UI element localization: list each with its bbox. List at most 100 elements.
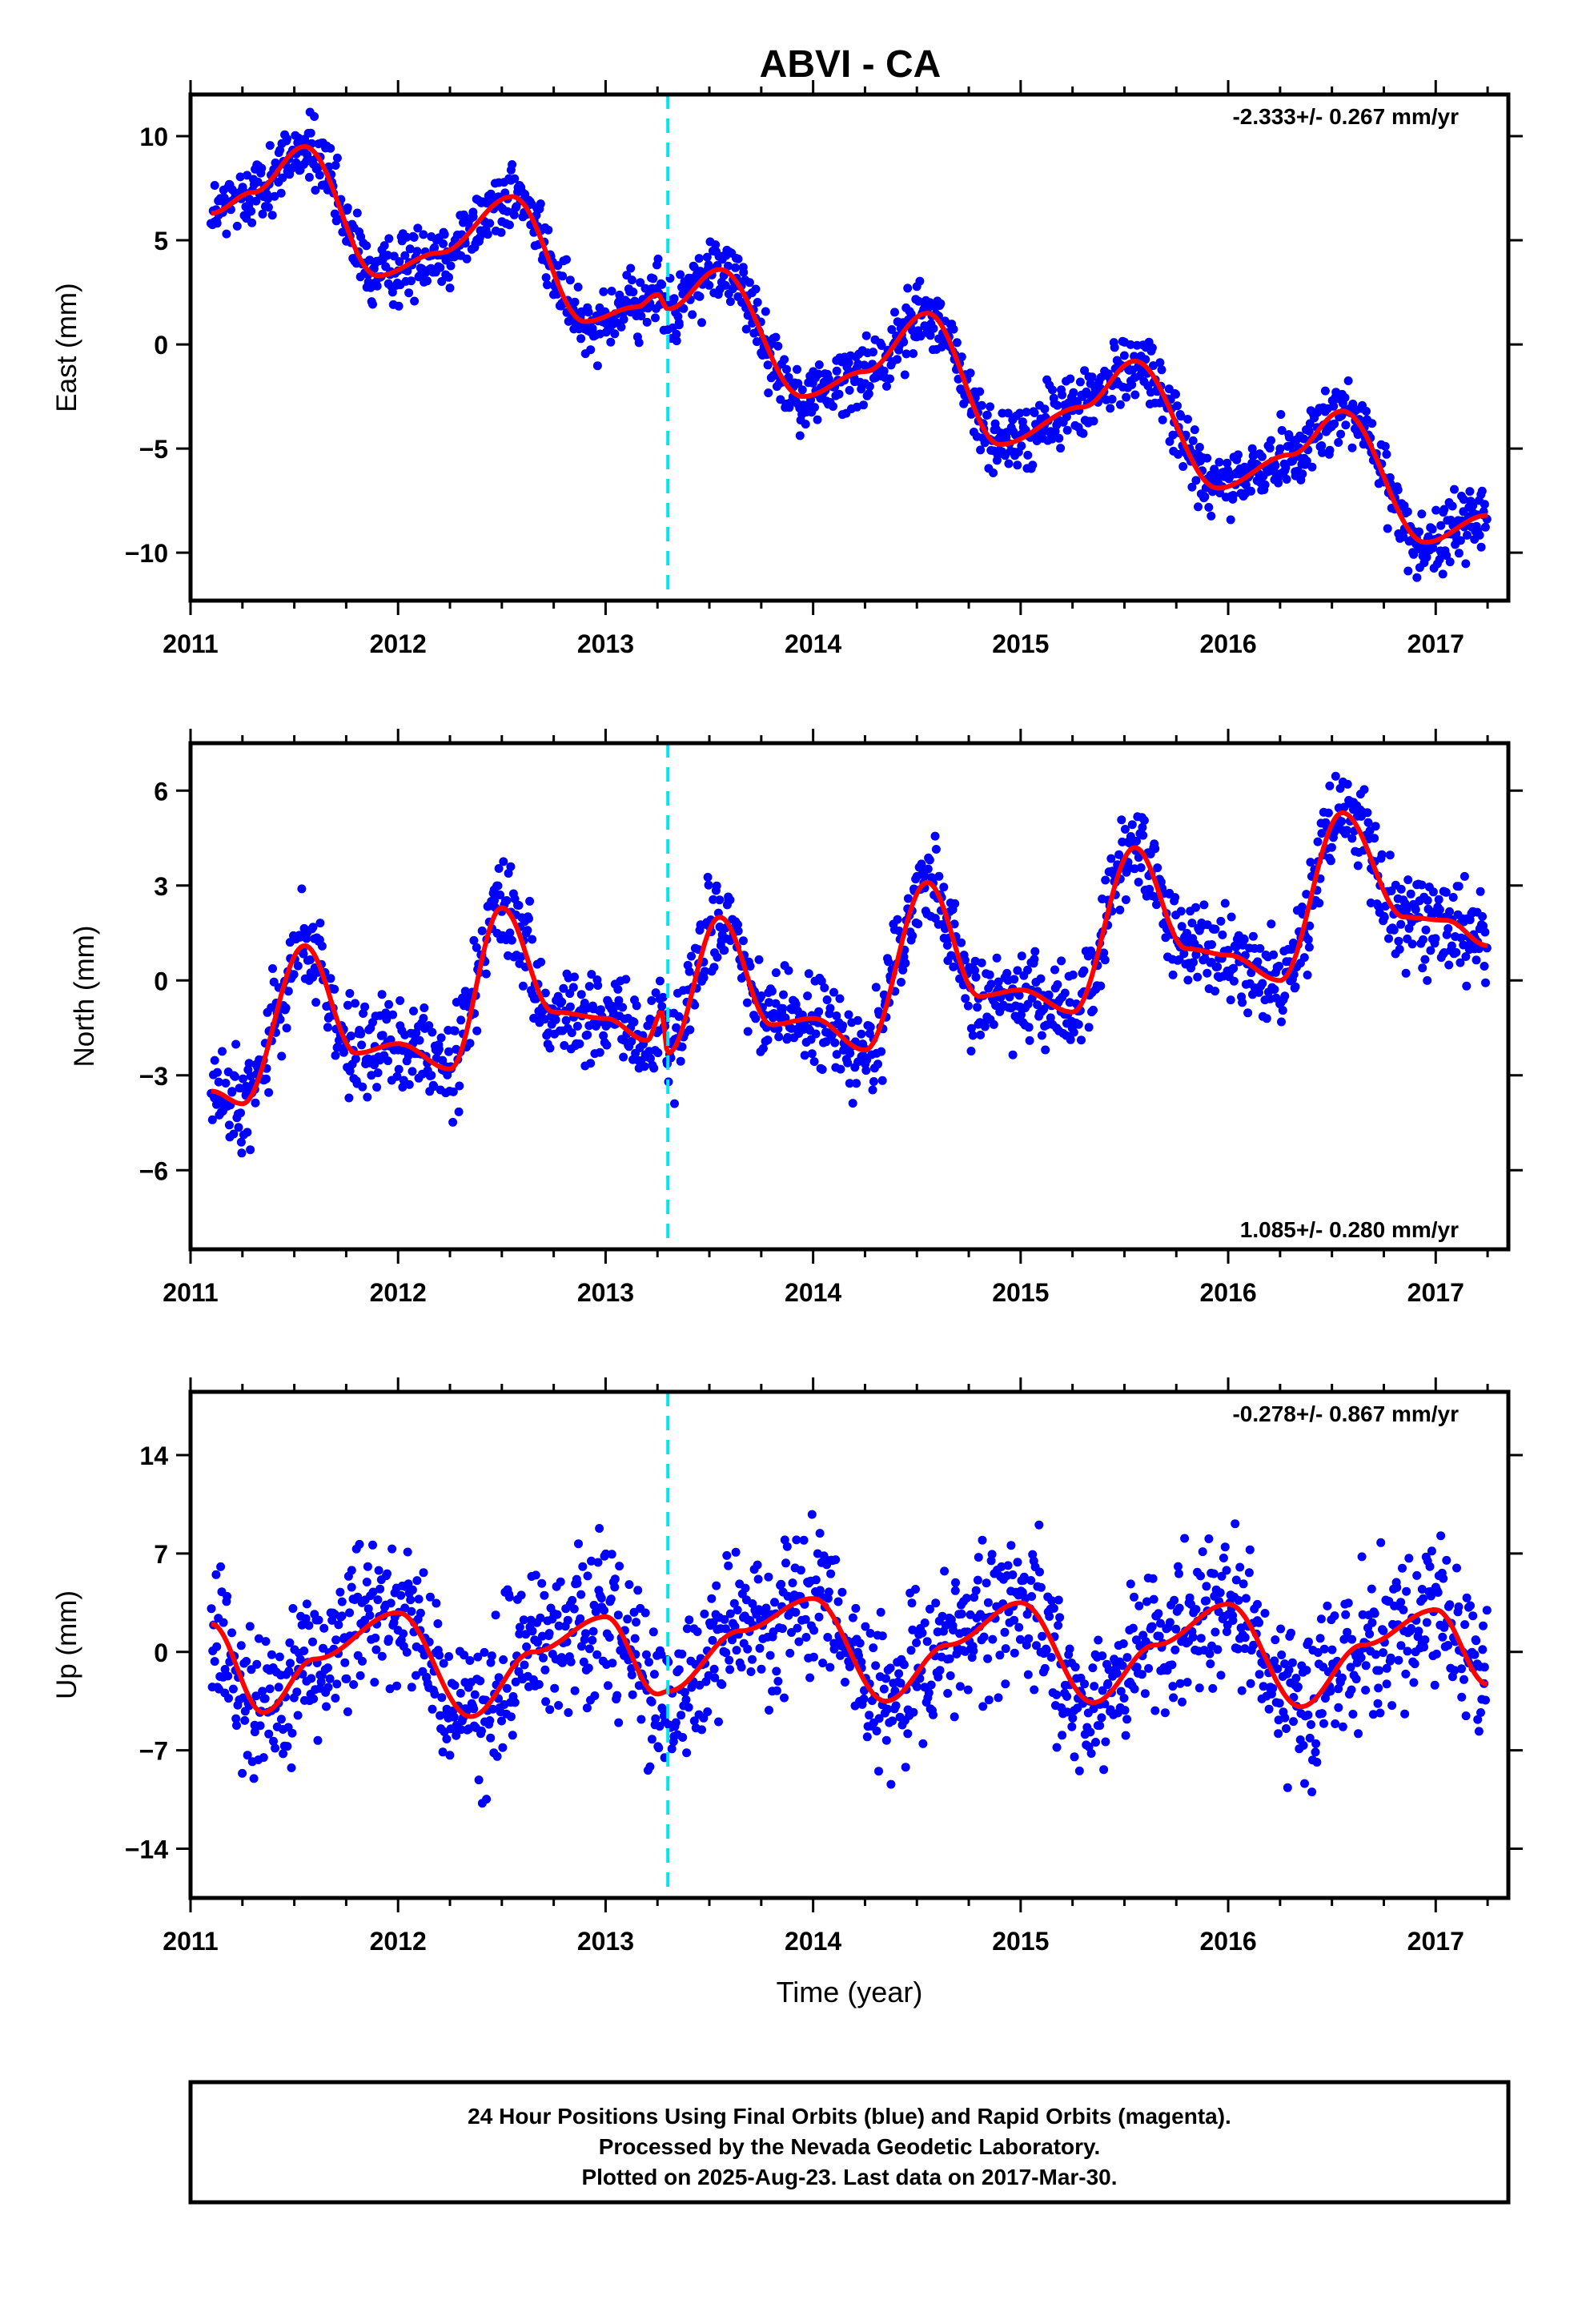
position-point xyxy=(554,1701,564,1710)
position-point xyxy=(1258,979,1267,988)
position-point xyxy=(347,1582,356,1592)
position-point xyxy=(1443,924,1453,933)
position-point xyxy=(536,199,545,208)
position-point xyxy=(1387,1701,1397,1711)
position-point xyxy=(784,966,793,975)
position-point xyxy=(1066,374,1075,384)
position-point xyxy=(1075,377,1085,387)
position-point xyxy=(444,1652,454,1661)
position-point xyxy=(1287,1628,1295,1638)
position-point xyxy=(1427,1546,1436,1556)
position-point xyxy=(773,341,783,351)
position-point xyxy=(1122,392,1131,402)
position-point xyxy=(792,1535,801,1545)
position-point xyxy=(1229,963,1239,973)
position-point xyxy=(593,1558,603,1567)
position-point xyxy=(1461,559,1471,569)
position-point xyxy=(781,1558,790,1568)
position-point xyxy=(973,1575,982,1585)
position-point xyxy=(604,1681,612,1691)
position-point xyxy=(970,1593,979,1602)
position-point xyxy=(1284,1665,1294,1675)
position-point xyxy=(293,1711,303,1720)
position-point xyxy=(1477,486,1487,496)
position-point xyxy=(1423,895,1432,905)
position-point xyxy=(337,1597,347,1606)
position-point xyxy=(634,338,644,348)
position-point xyxy=(1305,1733,1315,1743)
position-point xyxy=(743,1027,753,1036)
position-point xyxy=(1211,924,1220,934)
position-point xyxy=(1396,1598,1406,1607)
position-point xyxy=(1456,958,1465,967)
position-point xyxy=(807,1510,817,1519)
position-point xyxy=(541,273,551,283)
position-point xyxy=(899,1660,909,1670)
position-point xyxy=(732,1646,741,1655)
position-point xyxy=(1206,1659,1215,1669)
position-point xyxy=(238,1768,247,1778)
position-point xyxy=(873,1059,882,1069)
position-point xyxy=(1402,904,1411,914)
position-point xyxy=(1044,991,1054,1000)
position-point xyxy=(838,1021,848,1031)
position-point xyxy=(1370,834,1379,843)
position-point xyxy=(1013,1558,1022,1567)
position-point xyxy=(1138,830,1148,840)
position-point xyxy=(271,1743,280,1753)
position-point xyxy=(793,1623,802,1633)
position-point xyxy=(472,943,481,952)
position-point xyxy=(304,172,314,182)
position-point xyxy=(963,1001,973,1011)
position-point xyxy=(955,1682,965,1691)
position-point xyxy=(777,1579,786,1589)
position-point xyxy=(473,1652,483,1662)
position-point xyxy=(1122,1653,1132,1663)
position-point xyxy=(1407,939,1417,949)
position-point xyxy=(1057,956,1066,966)
position-point xyxy=(285,1638,295,1647)
position-point xyxy=(1080,366,1090,376)
position-point xyxy=(1149,1594,1158,1604)
position-point xyxy=(519,1615,528,1625)
position-point xyxy=(351,1054,360,1063)
position-point xyxy=(1255,943,1265,953)
position-point xyxy=(502,1683,512,1693)
position-point xyxy=(368,300,377,309)
position-point xyxy=(861,331,871,340)
position-point xyxy=(262,1074,271,1084)
position-point xyxy=(387,1544,397,1554)
position-point xyxy=(938,1611,947,1621)
position-point xyxy=(1340,393,1350,403)
position-point xyxy=(1476,542,1486,552)
position-point xyxy=(1431,934,1440,943)
position-point xyxy=(584,1663,593,1673)
position-point xyxy=(572,1578,582,1588)
x-tick-label: 2014 xyxy=(785,1927,841,1956)
position-point xyxy=(1246,1679,1255,1688)
plot-frame xyxy=(188,741,1511,1252)
position-point xyxy=(1423,975,1432,985)
position-point xyxy=(1069,1027,1078,1037)
position-point xyxy=(536,1613,545,1622)
position-point xyxy=(900,370,909,380)
position-point xyxy=(459,210,468,219)
position-point xyxy=(408,1585,417,1594)
position-point xyxy=(1442,1555,1452,1565)
position-point xyxy=(265,1684,275,1694)
daily-positions xyxy=(206,107,1492,582)
position-point xyxy=(239,1074,247,1084)
position-point xyxy=(425,1592,435,1602)
position-point xyxy=(436,1033,446,1043)
position-point xyxy=(1006,1541,1016,1550)
position-point xyxy=(805,1673,815,1683)
position-point xyxy=(945,1654,954,1663)
position-point xyxy=(1428,887,1438,897)
position-point xyxy=(575,1039,584,1048)
position-point xyxy=(1343,1598,1353,1608)
position-point xyxy=(265,141,275,151)
position-point xyxy=(657,279,667,289)
position-point xyxy=(281,1003,291,1013)
position-point xyxy=(780,1535,789,1545)
position-point xyxy=(331,1051,340,1060)
